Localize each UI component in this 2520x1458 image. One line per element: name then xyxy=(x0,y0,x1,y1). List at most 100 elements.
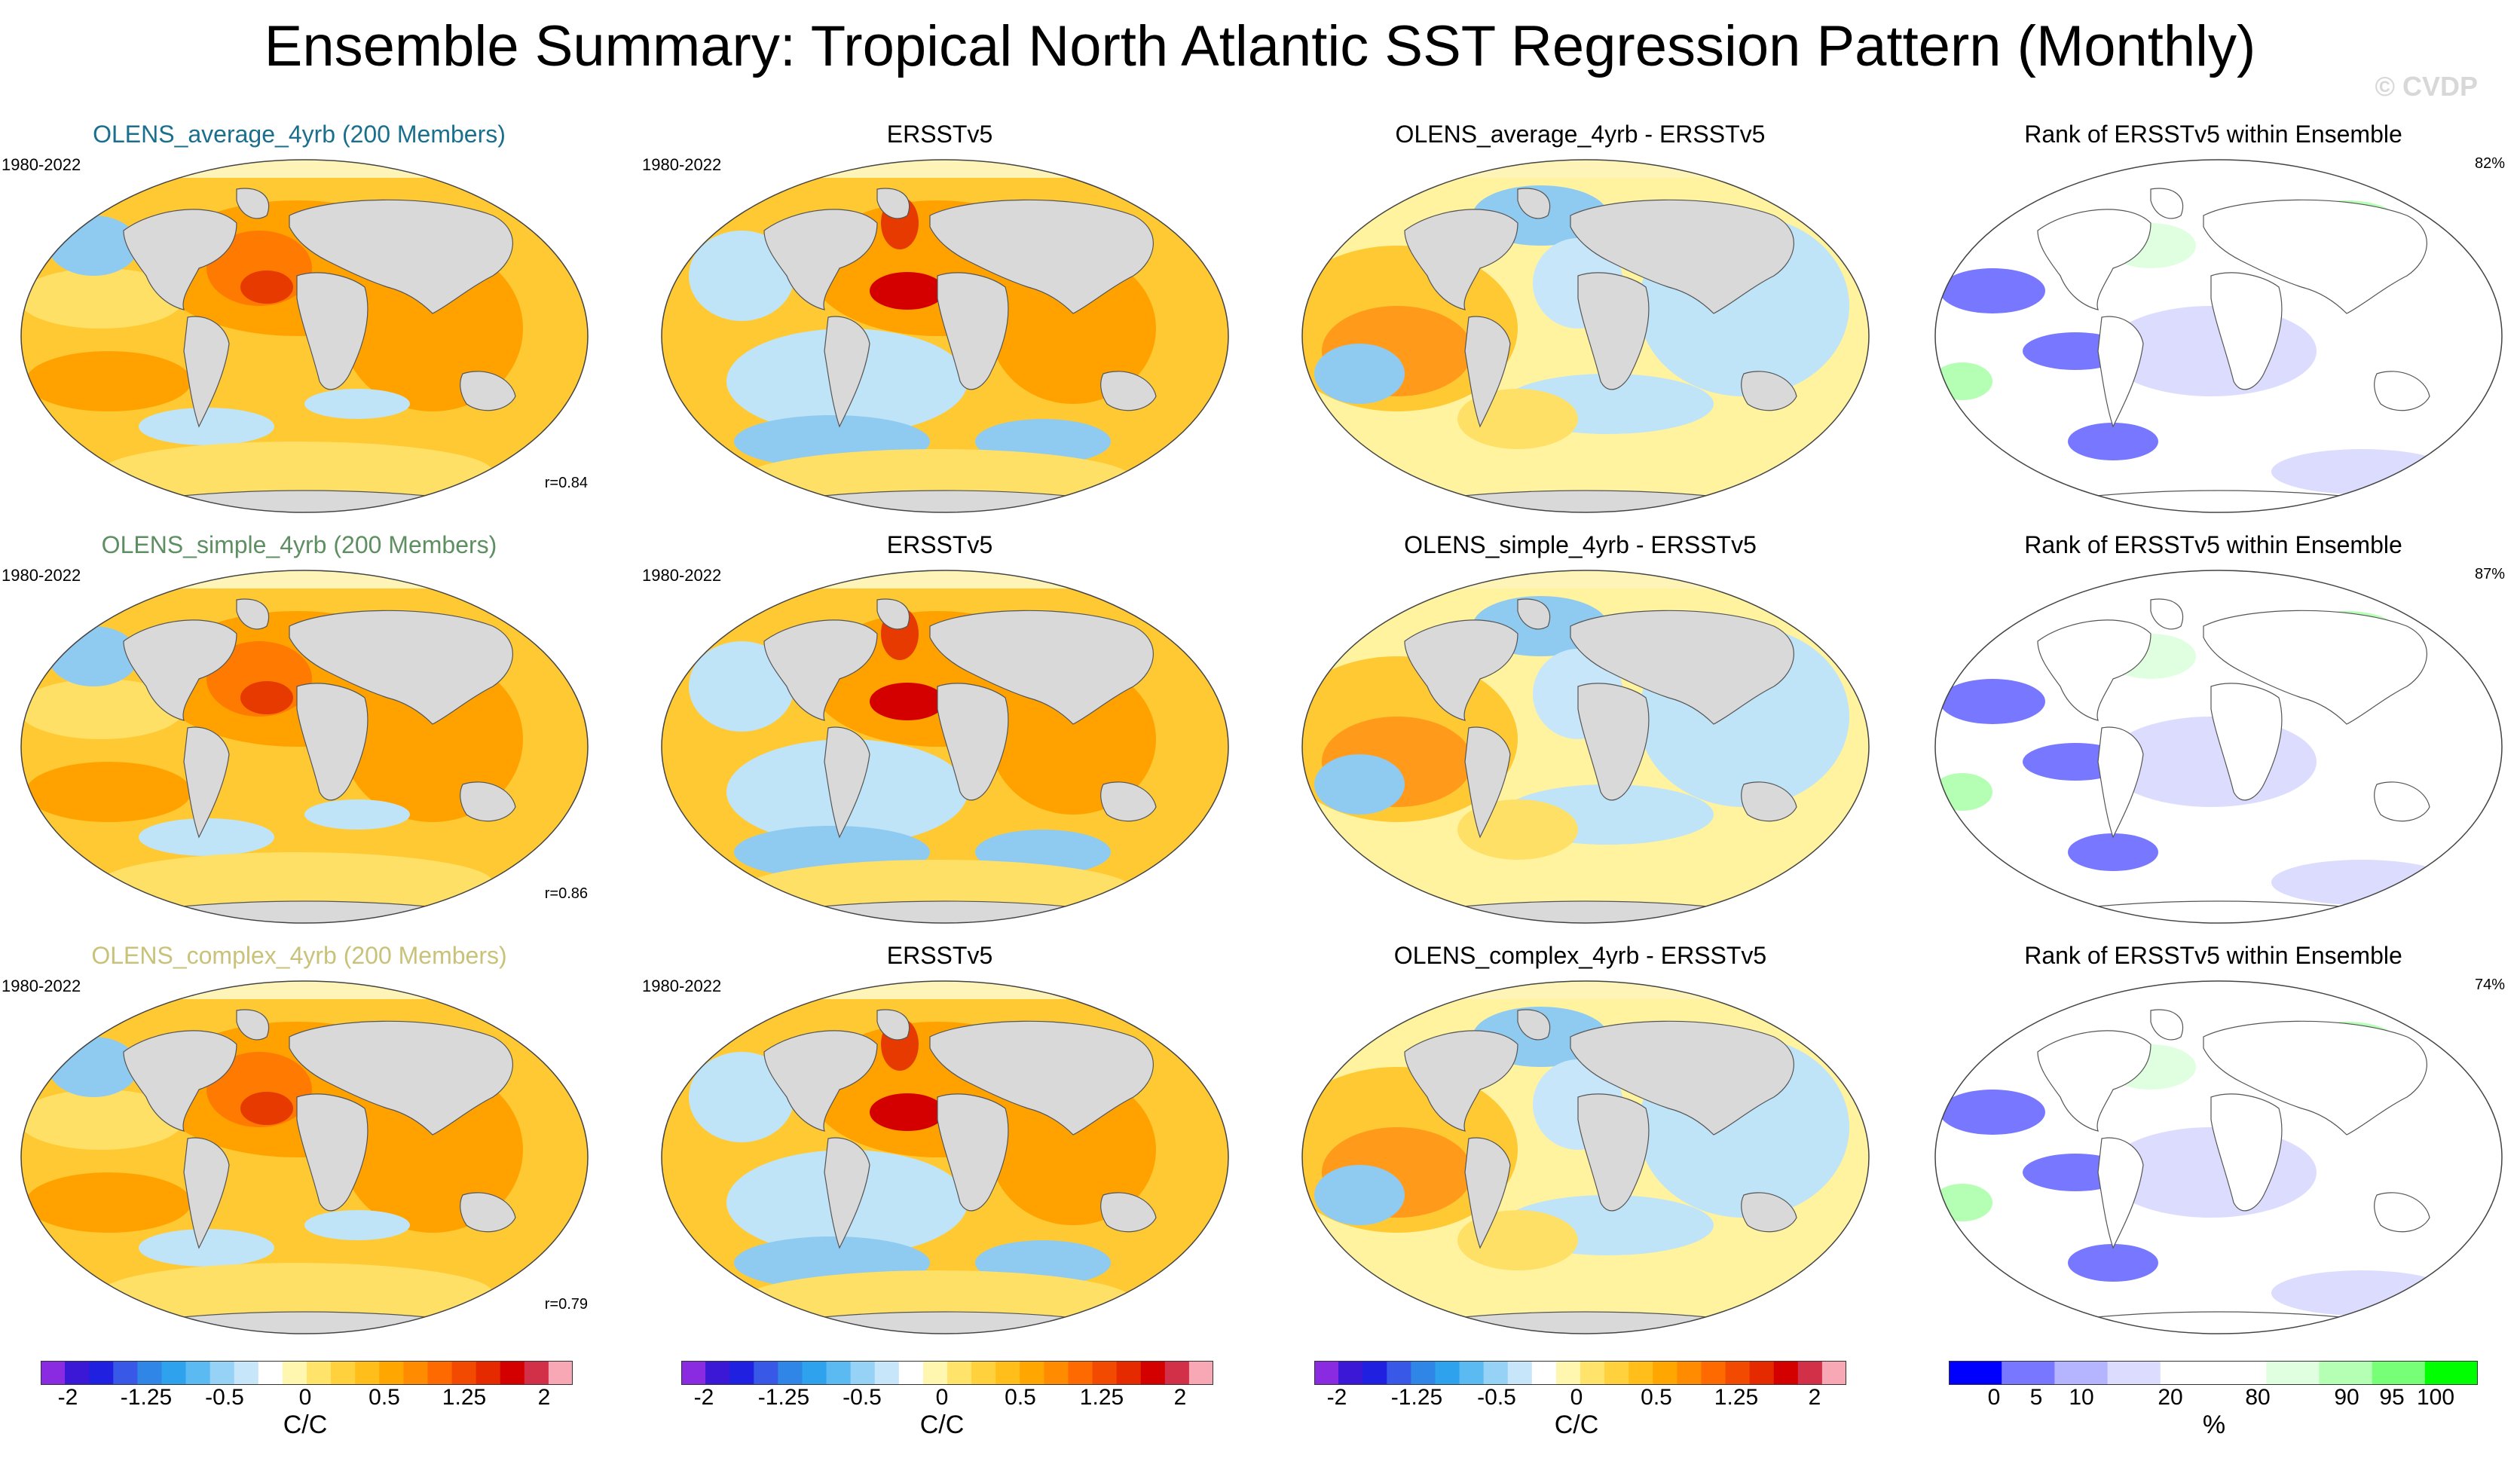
map-landmass xyxy=(2150,598,2184,630)
map-landmass xyxy=(236,598,270,630)
map-landmass xyxy=(2374,371,2430,411)
tick-label: -2 xyxy=(1326,1385,1347,1410)
map xyxy=(1301,570,1870,924)
map-anomaly-region xyxy=(870,272,945,310)
map-anomaly-region xyxy=(2068,833,2158,871)
map-landmass xyxy=(1464,1137,1511,1249)
map-polar-band xyxy=(1302,160,1869,178)
map-landmass xyxy=(1741,371,1797,411)
map-landmass xyxy=(123,1030,237,1132)
map-landmass xyxy=(1100,1192,1157,1233)
panel-obs-row-3: ERSSTv5 1980-2022 xyxy=(641,942,1239,1341)
map-landmass xyxy=(2210,683,2283,801)
map-anomaly-region xyxy=(101,852,493,912)
map-landmass xyxy=(460,371,516,411)
map-anomaly-region xyxy=(26,351,191,411)
map-landmass xyxy=(289,610,513,725)
map-anomaly-region xyxy=(1940,679,2045,724)
panel-title: Rank of ERSSTv5 within Ensemble xyxy=(2024,121,2402,148)
panel-diff-row-3: OLENS_complex_4yrb - ERSSTv5 xyxy=(1281,942,1879,1341)
map-anomaly-region xyxy=(689,641,794,732)
map-landmass xyxy=(2374,1192,2430,1233)
tick-label: -1.25 xyxy=(757,1385,810,1410)
map-landmass xyxy=(183,1137,230,1249)
colorbar-obs xyxy=(681,1361,1213,1385)
colorbar-swatch xyxy=(2319,1361,2373,1385)
map-anomaly-region xyxy=(139,1229,274,1267)
map-polar-band xyxy=(21,570,588,588)
map-landmass xyxy=(183,726,230,839)
tick-label: 1.25 xyxy=(1714,1385,1759,1410)
map-anomaly-region xyxy=(990,664,1156,815)
map-landmass xyxy=(763,619,878,721)
colorbar-swatch xyxy=(754,1361,778,1385)
map-anomaly-region xyxy=(240,681,293,714)
colorbar-swatch xyxy=(1773,1361,1799,1385)
map-anomaly-region xyxy=(2271,1270,2452,1316)
pattern-correlation: r=0.84 xyxy=(544,475,588,491)
map-anomaly-region xyxy=(304,1210,410,1240)
map xyxy=(661,570,1229,924)
map xyxy=(1301,159,1870,513)
map-landmass xyxy=(876,1009,910,1041)
map-landmass xyxy=(296,683,369,801)
colorbar-swatch xyxy=(1725,1361,1751,1385)
map-landmass xyxy=(876,188,910,219)
map-anomaly-region xyxy=(870,1093,945,1131)
map-landmass xyxy=(763,209,878,310)
colorbar-swatch xyxy=(995,1361,1020,1385)
colorbar-swatch xyxy=(729,1361,754,1385)
percent-label: 87% xyxy=(2474,566,2505,582)
map-polar-band xyxy=(662,570,1228,588)
colorbar-swatch xyxy=(1653,1361,1677,1385)
map-polar-band xyxy=(21,981,588,999)
colorbar-swatch xyxy=(1435,1361,1460,1385)
figure-title: Ensemble Summary: Tropical North Atlanti… xyxy=(264,14,2256,78)
colorbar-swatch xyxy=(500,1361,525,1385)
panel-title: Rank of ERSSTv5 within Ensemble xyxy=(2024,942,2402,969)
colorbar-swatch xyxy=(548,1361,573,1385)
colorbar-swatch xyxy=(874,1361,900,1385)
map xyxy=(1934,570,2503,924)
map-anomaly-region xyxy=(304,799,410,830)
map-border xyxy=(1934,570,2503,924)
colorbar-swatch xyxy=(1555,1361,1581,1385)
map xyxy=(1301,980,1870,1334)
panel-title: OLENS_simple_4yrb - ERSSTv5 xyxy=(1404,531,1757,558)
colorbar-rank xyxy=(1949,1361,2478,1385)
map-landmass xyxy=(1577,683,1650,801)
colorbar-swatch xyxy=(1949,1361,2002,1385)
tick-label: 20 xyxy=(2158,1385,2183,1410)
map-landmass xyxy=(937,1093,1009,1212)
tick-label: 0 xyxy=(935,1385,949,1410)
colorbar-swatch xyxy=(1020,1361,1044,1385)
map-landmass xyxy=(2210,272,2283,390)
map-landmass xyxy=(2203,199,2427,314)
tick-label: 95 xyxy=(2379,1385,2405,1410)
colorbar-swatch xyxy=(1092,1361,1118,1385)
colorbar-swatch xyxy=(1411,1361,1436,1385)
map-anomaly-region xyxy=(2271,449,2452,494)
map-anomaly-region xyxy=(139,408,274,445)
colorbar-swatch xyxy=(403,1361,429,1385)
colorbar-frame xyxy=(1949,1361,2478,1385)
colorbar-swatch xyxy=(476,1361,501,1385)
map-anomaly-region xyxy=(1314,344,1405,404)
map-anomaly-region xyxy=(1940,268,2045,313)
map-landmass xyxy=(460,781,516,822)
colorbar-model xyxy=(41,1361,573,1385)
map-border xyxy=(20,159,589,513)
colorbar-swatch xyxy=(1044,1361,1069,1385)
panel-title: OLENS_average_4yrb (200 Members) xyxy=(93,121,506,148)
colorbar-swatch xyxy=(1314,1361,1339,1385)
period-label: 1980-2022 xyxy=(642,977,722,995)
map-landmass xyxy=(296,272,369,390)
map xyxy=(20,570,589,924)
colorbar-swatch xyxy=(137,1361,163,1385)
colorbar-swatch xyxy=(451,1361,477,1385)
map-landmass xyxy=(929,199,1154,314)
panel-title: OLENS_simple_4yrb (200 Members) xyxy=(101,531,497,558)
colorbar-swatch xyxy=(307,1361,332,1385)
tick-label: 1.25 xyxy=(1079,1385,1124,1410)
panel-title: ERSSTv5 xyxy=(886,531,993,558)
